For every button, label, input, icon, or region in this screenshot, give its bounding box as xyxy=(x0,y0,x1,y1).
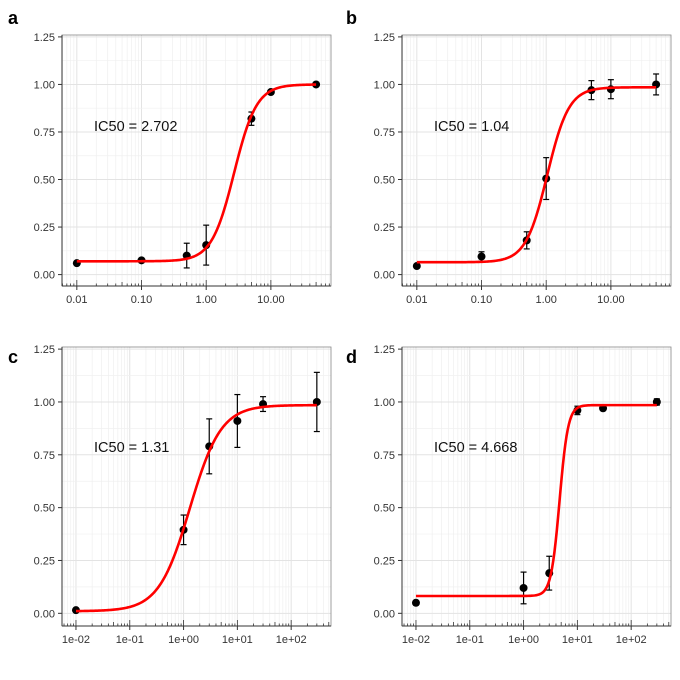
y-tick-label: 0.50 xyxy=(374,175,395,187)
panel-letter: a xyxy=(8,8,19,28)
y-tick-label: 0.50 xyxy=(34,503,55,515)
y-tick-label: 1.25 xyxy=(34,32,55,44)
x-tick-label: 1e+00 xyxy=(168,634,199,646)
y-tick-label: 0.00 xyxy=(374,270,395,282)
y-tick-label: 0.25 xyxy=(34,222,55,234)
x-tick-label: 1e-02 xyxy=(402,634,430,646)
x-tick-label: 10.00 xyxy=(257,294,285,306)
data-point xyxy=(412,262,421,271)
fit-curve xyxy=(416,86,657,264)
panel-b: b 0.00 0.25 0.50 0.75 1.00 1.25 0.01 0.10 1.00 10.… xyxy=(346,8,672,306)
panel-letter: b xyxy=(346,8,357,28)
fit-curve xyxy=(415,403,657,598)
x-tick-label: 1e+02 xyxy=(616,634,647,646)
y-tick-label: 0.75 xyxy=(374,127,395,139)
data-point xyxy=(312,80,321,89)
fit-curve xyxy=(75,403,317,613)
y-tick-label: 0.00 xyxy=(34,270,55,282)
y-tick-label: 1.25 xyxy=(34,344,55,356)
ic50-annotation: IC50 = 2.702 xyxy=(94,119,177,135)
x-tick-label: 1e+00 xyxy=(508,634,539,646)
y-tick-label: 1.25 xyxy=(374,32,395,44)
y-tick-label: 0.00 xyxy=(34,608,55,620)
data-point xyxy=(519,583,528,592)
y-tick-label: 1.00 xyxy=(34,79,55,91)
x-tick-label: 1e+02 xyxy=(276,634,307,646)
y-tick-label: 0.25 xyxy=(34,555,55,567)
panel-d: d 0.00 0.25 0.50 0.75 1.00 1.25 1e-02 1e-01 1e+00… xyxy=(346,344,672,646)
y-tick-label: 1.00 xyxy=(374,79,395,91)
data-point xyxy=(411,598,420,607)
x-tick-label: 0.10 xyxy=(471,294,492,306)
y-tick-label: 0.50 xyxy=(374,503,395,515)
plot-area xyxy=(402,347,671,626)
ic50-annotation: IC50 = 1.31 xyxy=(94,440,169,456)
panel-c: c 0.00 0.25 0.50 0.75 1.00 1.25 1e-02 1e-01 1e+00… xyxy=(8,344,332,646)
y-tick-label: 0.00 xyxy=(374,608,395,620)
panel-letter: c xyxy=(8,347,18,367)
y-tick-label: 0.50 xyxy=(34,175,55,187)
x-tick-label: 0.01 xyxy=(406,294,427,306)
y-tick-label: 0.75 xyxy=(34,127,55,139)
x-tick-label: 0.10 xyxy=(131,294,152,306)
y-tick-label: 0.25 xyxy=(374,555,395,567)
x-tick-label: 0.01 xyxy=(66,294,87,306)
ic50-annotation: IC50 = 1.04 xyxy=(434,119,509,135)
ic50-annotation: IC50 = 4.668 xyxy=(434,440,517,456)
x-tick-label: 1.00 xyxy=(535,294,556,306)
panel-letter: d xyxy=(346,347,357,367)
y-tick-label: 0.75 xyxy=(374,450,395,462)
data-point xyxy=(233,416,242,425)
y-tick-label: 1.00 xyxy=(374,397,395,409)
y-tick-label: 1.25 xyxy=(374,344,395,356)
x-tick-label: 1e-01 xyxy=(116,634,144,646)
data-point xyxy=(477,252,486,261)
y-tick-label: 0.75 xyxy=(34,450,55,462)
panel-a: a 0.00 0.25 0.50 0.75 1.00 1.25 0.01 0.10 1.00 10.… xyxy=(8,8,332,306)
y-tick-label: 0.25 xyxy=(374,222,395,234)
x-tick-label: 1e+01 xyxy=(222,634,253,646)
x-tick-label: 1e-01 xyxy=(456,634,484,646)
fit-curve xyxy=(76,83,317,263)
x-tick-label: 10.00 xyxy=(597,294,625,306)
x-tick-label: 1e-02 xyxy=(62,634,90,646)
x-tick-label: 1.00 xyxy=(195,294,216,306)
x-tick-label: 1e+01 xyxy=(562,634,593,646)
y-tick-label: 1.00 xyxy=(34,397,55,409)
